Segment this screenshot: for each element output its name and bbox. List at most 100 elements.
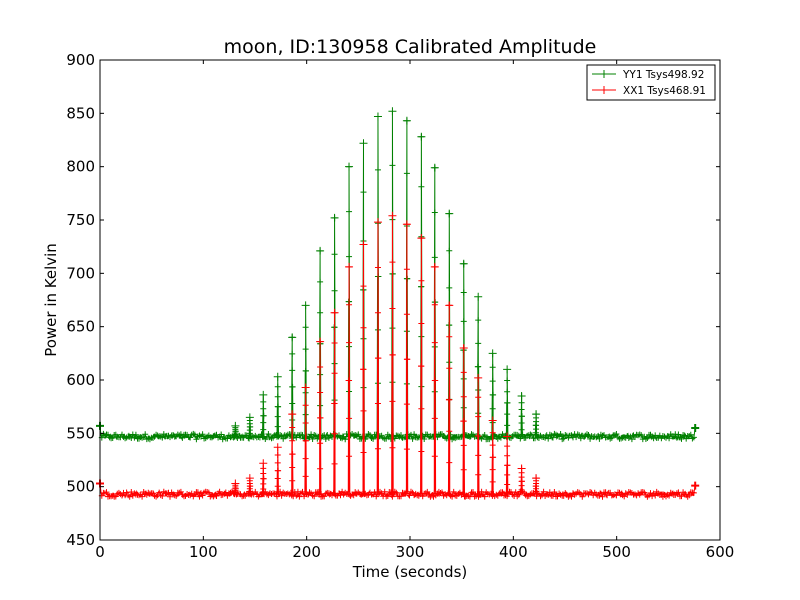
y-tick-label: 850 xyxy=(66,104,95,122)
spike-marker xyxy=(489,378,496,385)
spike-marker xyxy=(260,465,267,472)
spike-marker xyxy=(274,403,281,410)
peak-marker xyxy=(359,139,368,148)
end-marker xyxy=(691,481,700,490)
spike-marker xyxy=(302,437,309,444)
spike-marker xyxy=(431,415,438,422)
spike-marker xyxy=(418,448,425,455)
spike-marker xyxy=(504,399,511,406)
y-axis-label: Power in Kelvin xyxy=(42,243,60,357)
spike-marker xyxy=(274,393,281,400)
spike-marker xyxy=(446,247,453,254)
spike-marker xyxy=(317,414,324,421)
peak-marker xyxy=(402,116,411,125)
spike-marker xyxy=(533,414,540,421)
spike-marker xyxy=(460,393,467,400)
y-tick-label: 550 xyxy=(66,424,95,442)
spike-marker xyxy=(374,400,381,407)
spike-marker xyxy=(274,452,281,459)
spike-marker xyxy=(302,473,309,480)
peak-marker xyxy=(301,383,310,392)
spike-marker xyxy=(403,170,410,177)
peak-marker xyxy=(388,211,397,220)
spike-marker xyxy=(489,442,496,449)
spike-marker xyxy=(274,383,281,390)
spike-marker xyxy=(260,480,267,487)
spike-marker xyxy=(317,389,324,396)
spike-marker xyxy=(460,418,467,425)
spike-marker xyxy=(360,283,367,290)
peak-marker xyxy=(445,209,454,218)
spike-marker xyxy=(403,311,410,318)
peak-marker xyxy=(459,344,468,352)
spike-marker xyxy=(418,405,425,412)
spike-marker xyxy=(331,370,338,377)
spike-marker xyxy=(475,317,482,324)
peak-marker xyxy=(402,220,411,229)
peak-marker xyxy=(316,246,325,255)
peak-marker xyxy=(459,259,468,268)
spike-marker xyxy=(274,423,281,430)
spike-marker xyxy=(346,377,353,384)
spike-marker xyxy=(403,446,410,453)
spike-marker xyxy=(475,471,482,478)
y-tick-label: 750 xyxy=(66,211,95,229)
x-tick-label: 0 xyxy=(95,543,105,561)
spike-marker xyxy=(260,419,267,426)
spike-marker xyxy=(533,477,540,484)
peak-marker xyxy=(373,112,382,121)
spike-marker xyxy=(302,367,309,374)
legend-label-yy1: YY1 Tsys498.92 xyxy=(622,69,704,81)
peak-marker xyxy=(273,443,282,452)
x-axis-label: Time (seconds) xyxy=(352,563,468,581)
peak-marker xyxy=(430,163,439,172)
spike-marker xyxy=(431,377,438,384)
spike-marker xyxy=(346,453,353,460)
spike-marker xyxy=(346,253,353,260)
spike-marker xyxy=(331,430,338,437)
legend-box xyxy=(586,64,716,101)
peak-marker xyxy=(359,240,368,249)
spike-marker xyxy=(360,324,367,331)
spike-marker xyxy=(232,424,239,431)
spike-marker xyxy=(260,470,267,477)
spike-marker xyxy=(460,442,467,449)
spike-marker xyxy=(446,428,453,435)
x-tick-label: 300 xyxy=(396,543,425,561)
spike-marker xyxy=(446,365,453,372)
spike-marker xyxy=(302,455,309,462)
spike-marker xyxy=(302,346,309,353)
spike-marker xyxy=(331,460,338,467)
spike-marker xyxy=(489,466,496,473)
spike-marker xyxy=(260,405,267,412)
peak-marker xyxy=(503,365,512,374)
spike-marker xyxy=(317,278,324,285)
spike-marker xyxy=(504,377,511,384)
series-xx1 xyxy=(96,211,700,500)
spike-marker xyxy=(431,301,438,308)
x-tick-label: 200 xyxy=(292,543,321,561)
peak-marker xyxy=(417,132,426,141)
y-tick-label: 500 xyxy=(66,478,95,496)
spike-marker xyxy=(504,388,511,395)
spike-marker xyxy=(246,417,253,424)
spike-marker xyxy=(331,400,338,407)
y-tick-label: 450 xyxy=(66,531,95,549)
spike-marker xyxy=(403,401,410,408)
peak-marker xyxy=(517,392,526,400)
y-tick-label: 600 xyxy=(66,371,95,389)
spike-marker xyxy=(317,440,324,447)
spike-marker xyxy=(346,301,353,308)
peak-marker xyxy=(445,301,454,310)
peak-marker xyxy=(316,337,325,346)
spike-marker xyxy=(431,339,438,346)
peak-marker xyxy=(345,162,354,171)
spike-marker xyxy=(360,366,367,373)
legend-entry-xx1: XX1 Tsys468.91 xyxy=(592,85,706,97)
spike-marker xyxy=(518,399,525,406)
peak-marker xyxy=(474,292,483,301)
spike-marker xyxy=(504,462,511,469)
spike-marker xyxy=(418,320,425,327)
peak-marker xyxy=(373,218,382,227)
